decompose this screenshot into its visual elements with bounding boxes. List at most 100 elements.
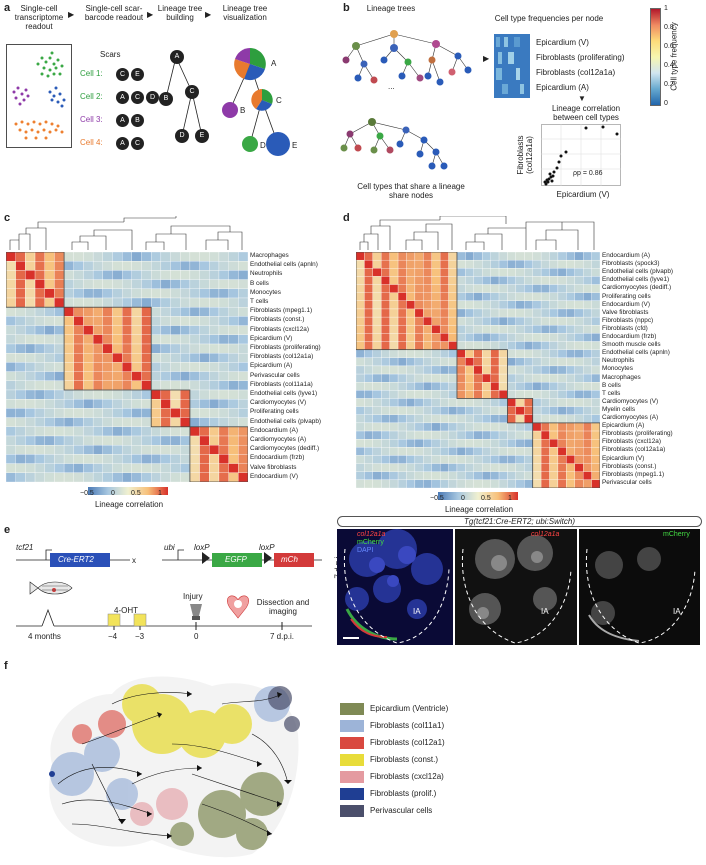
heatmap-cell (372, 447, 382, 456)
scar-node: B (131, 114, 144, 127)
heatmap-cell (431, 471, 441, 481)
legend-label: Fibroblasts (const.) (370, 755, 439, 764)
heatmap-cell (498, 422, 508, 432)
heatmap-cell (25, 408, 36, 418)
heatmap-cell (456, 308, 466, 318)
heatmap-cell (448, 300, 458, 310)
tree-node-c: C (185, 85, 199, 99)
heatmap-cell (209, 463, 220, 473)
loxp-2: loxP (259, 543, 275, 552)
heatmap-cell (199, 380, 210, 391)
heatmap-cell (34, 279, 45, 289)
heatmap-cell (414, 373, 424, 383)
scars-title: Scars (100, 50, 121, 59)
heatmap-cell (465, 406, 474, 415)
heatmap-row-label: Fibroblasts (col11a1a) (250, 380, 313, 388)
heatmap-cell (209, 288, 220, 299)
heatmap-cell (83, 270, 94, 280)
micro-merged-art (337, 529, 453, 645)
heatmap-cell (414, 349, 424, 358)
heatmap-cell (566, 373, 575, 383)
heatmap-cell (397, 357, 407, 367)
heatmap-cell (456, 292, 466, 301)
heatmap-cell (73, 399, 84, 409)
heatmap-cell (63, 445, 74, 455)
heatmap-cell (131, 279, 142, 289)
heatmap-cell (381, 292, 390, 301)
heatmap-cell (131, 288, 142, 299)
heatmap-cell (540, 349, 550, 358)
heatmap-cell (406, 308, 416, 318)
heatmap-cell (431, 463, 441, 472)
colorbar-tick: 1 (664, 5, 668, 12)
cell-row-2: Cell 2: A C D (80, 86, 161, 104)
heatmap-cell (515, 284, 525, 293)
heatmap-cell (423, 276, 432, 285)
heatmap-cell (199, 334, 210, 345)
heatmap-cell (25, 417, 36, 427)
heatmap-cell (490, 406, 500, 415)
heatmap-cell (524, 316, 533, 326)
heatmap-cell (507, 471, 517, 481)
heatmap-cell (170, 472, 181, 482)
heatmap-cell (381, 357, 390, 367)
colorbar-tick: 0.2 (664, 81, 674, 88)
heatmap-cell (549, 382, 559, 391)
heatmap-cell (102, 261, 113, 271)
heatmap-cell (73, 288, 84, 299)
heatmap-cell (381, 463, 390, 472)
heatmap-cell (44, 316, 55, 326)
colorbar-tick: 0.6 (664, 43, 674, 50)
heatmap-cell (524, 300, 533, 310)
heatmap-cell (473, 463, 483, 472)
heatmap-cell (397, 398, 407, 407)
heatmap-cell (456, 316, 466, 326)
heatmap-cell (448, 349, 458, 358)
heatmap-cell (44, 445, 55, 455)
heatmap-cell (189, 343, 200, 354)
heatmap-cell (465, 349, 474, 358)
heatmap-cell (423, 341, 432, 350)
heatmap-cell (439, 365, 449, 375)
heatmap-cell (574, 439, 584, 448)
scale-tick: 0 (461, 495, 465, 502)
heatmap-cell (591, 447, 600, 456)
heatmap-cell (364, 422, 373, 432)
heatmap-cell (92, 426, 103, 437)
heatmap-cell (389, 284, 399, 293)
heatmap-row-label: B cells (250, 279, 269, 287)
heatmap-cell (557, 398, 567, 407)
heatmap-cell (557, 365, 567, 375)
heatmap-cell (34, 316, 45, 326)
heatmap-cell (160, 408, 171, 418)
heatmap-cell (566, 414, 575, 424)
heatmap-cluster-box (63, 306, 152, 391)
heatmap-cell (515, 471, 525, 481)
heatmap-cell (498, 390, 508, 399)
heatmap-cell (423, 398, 432, 407)
heatmap-cell (456, 406, 466, 415)
construct1-gene: tcf21 (16, 543, 34, 552)
heatmap-cell (141, 325, 152, 335)
heatmap-cell (25, 371, 36, 381)
heatmap-cell (448, 268, 458, 277)
heatmap-cell (473, 300, 483, 310)
heatmap-cell (439, 382, 449, 391)
heatmap-cell (63, 261, 74, 271)
heatmap-cell (218, 261, 229, 271)
heatmap-row-label: Macrophages (602, 373, 641, 381)
heatmap-cell (566, 430, 575, 440)
heatmap-cell (423, 373, 432, 383)
heatmap-cell (228, 288, 239, 299)
heatmap-cell (102, 389, 113, 400)
heatmap-cell (170, 353, 181, 363)
heatmap-row-label: Cardiomyocytes (V) (250, 399, 307, 407)
heatmap-cell (228, 279, 239, 289)
heatmap-cell (160, 343, 171, 354)
heatmap-cell (160, 445, 171, 455)
rna-velocity-umap (49, 676, 300, 858)
heatmap-cell (507, 268, 517, 277)
heatmap-cell (515, 349, 525, 358)
heatmap-cell (83, 297, 94, 308)
cell-name: Cell 1: (80, 69, 103, 78)
